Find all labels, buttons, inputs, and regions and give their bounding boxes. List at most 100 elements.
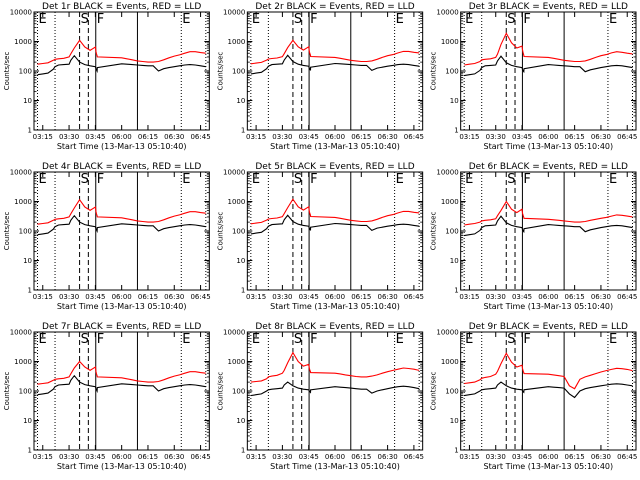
y-axis-label: Counts/sec — [430, 372, 438, 411]
marker-label: F — [310, 12, 317, 27]
plot-frame — [460, 11, 637, 131]
y-tick-label: 10 — [23, 417, 32, 425]
plot-frame — [460, 171, 637, 291]
marker-label: S — [507, 12, 515, 27]
y-tick-label: 1000 — [441, 198, 459, 206]
x-axis-label: Start Time (13-Mar-13 05:10:40) — [57, 302, 187, 311]
y-axis-label: Counts/sec — [216, 212, 224, 251]
x-tick-label: 03:30 — [59, 293, 79, 301]
y-tick-label: 100 — [232, 228, 245, 236]
detector-panel-7: Det 7r BLACK = Events, RED = LLD 1 10 100 10… — [3, 322, 211, 471]
panel-title: Det 1r BLACK = Events, RED = LLD — [42, 2, 201, 12]
plot-frame — [246, 11, 424, 131]
y-tick-label: 10000 — [10, 329, 32, 337]
marker-label: E — [39, 332, 47, 347]
marker-label: E — [609, 12, 617, 27]
y-axis-label: Counts/sec — [3, 372, 11, 411]
x-tick-label: 06:30 — [591, 453, 611, 461]
x-tick-label: 06:45 — [404, 453, 424, 461]
x-tick-label: 06:00 — [538, 293, 558, 301]
x-tick-label: 06:30 — [591, 133, 611, 141]
y-tick-label: 10 — [450, 257, 459, 265]
x-tick-label: 06:15 — [138, 133, 158, 141]
x-tick-label: 06:45 — [617, 133, 637, 141]
marker-label: E — [182, 172, 190, 187]
y-tick-label: 100 — [19, 68, 32, 76]
x-tick-label: 06:45 — [617, 293, 637, 301]
panel-title: Det 2r BLACK = Events, RED = LLD — [255, 2, 414, 12]
marker-label: F — [523, 172, 530, 187]
lld-series-line — [464, 200, 633, 226]
x-tick-label: 03:15 — [33, 293, 53, 301]
x-tick-label: 03:15 — [246, 453, 266, 461]
marker-label: E — [39, 172, 47, 187]
x-tick-label: 03:45 — [299, 293, 319, 301]
y-tick-label: 10 — [23, 257, 32, 265]
y-axis-label: Counts/sec — [3, 212, 11, 251]
x-axis-label: Start Time (13-Mar-13 05:10:40) — [270, 462, 400, 471]
events-series-line — [464, 215, 633, 237]
x-tick-label: 03:30 — [486, 293, 506, 301]
x-tick-label: 06:45 — [190, 293, 210, 301]
y-axis-label: Counts/sec — [3, 52, 11, 91]
events-series-line — [464, 381, 633, 399]
x-tick-label: 06:30 — [378, 293, 398, 301]
x-tick-label: 03:45 — [299, 133, 319, 141]
x-tick-label: 06:30 — [591, 293, 611, 301]
y-tick-label: 10000 — [223, 9, 245, 17]
x-tick-label: 03:15 — [459, 133, 479, 141]
panel-title: Det 9r BLACK = Events, RED = LLD — [469, 322, 628, 332]
y-tick-label: 1000 — [441, 358, 459, 366]
lld-series-line — [37, 198, 206, 225]
lld-series-line — [37, 39, 206, 65]
plot-frame — [33, 11, 210, 131]
x-tick-label: 06:00 — [112, 293, 132, 301]
x-tick-label: 06:45 — [190, 133, 210, 141]
events-series-line — [37, 54, 206, 76]
detector-panel-4: Det 4r BLACK = Events, RED = LLD 1 10 100 10… — [3, 162, 211, 311]
x-axis-label: Start Time (13-Mar-13 05:10:40) — [484, 142, 614, 151]
y-tick-label: 10000 — [10, 169, 32, 177]
events-series-line — [37, 374, 206, 396]
x-tick-label: 06:15 — [351, 293, 371, 301]
y-tick-label: 10000 — [10, 9, 32, 17]
y-tick-label: 1 — [454, 287, 458, 295]
x-tick-label: 03:30 — [486, 133, 506, 141]
panel-title: Det 4r BLACK = Events, RED = LLD — [42, 162, 201, 172]
x-tick-label: 06:15 — [565, 293, 585, 301]
x-tick-label: 03:30 — [272, 453, 292, 461]
marker-label: E — [465, 172, 473, 187]
x-tick-label: 06:45 — [617, 453, 637, 461]
y-tick-label: 10 — [236, 257, 245, 265]
marker-label: F — [97, 172, 104, 187]
x-tick-label: 06:30 — [164, 133, 184, 141]
x-tick-label: 06:30 — [164, 293, 184, 301]
x-tick-label: 03:30 — [59, 133, 79, 141]
events-series-line — [464, 55, 633, 77]
y-tick-label: 100 — [19, 388, 32, 396]
panel-title: Det 8r BLACK = Events, RED = LLD — [255, 322, 414, 332]
y-axis-label: Counts/sec — [430, 52, 438, 91]
marker-label: S — [81, 12, 89, 27]
marker-label: E — [182, 12, 190, 27]
marker-label: F — [310, 172, 317, 187]
detector-panel-5: Det 5r BLACK = Events, RED = LLD 1 10 100 10… — [216, 162, 424, 311]
x-axis-label: Start Time (13-Mar-13 05:10:40) — [57, 462, 187, 471]
marker-label: F — [310, 332, 317, 347]
marker-label: E — [182, 332, 190, 347]
y-tick-label: 1 — [454, 447, 458, 455]
marker-label: E — [609, 172, 617, 187]
marker-label: S — [507, 332, 515, 347]
lld-series-line — [250, 351, 420, 383]
x-tick-label: 06:00 — [112, 453, 132, 461]
x-tick-label: 03:15 — [459, 293, 479, 301]
marker-label: E — [396, 172, 404, 187]
x-tick-label: 06:15 — [565, 453, 585, 461]
x-tick-label: 03:15 — [459, 453, 479, 461]
x-tick-label: 06:00 — [112, 133, 132, 141]
y-tick-label: 100 — [445, 388, 458, 396]
y-tick-label: 10 — [236, 97, 245, 105]
x-tick-label: 03:15 — [33, 133, 53, 141]
x-tick-label: 06:30 — [164, 453, 184, 461]
marker-label: S — [81, 332, 89, 347]
